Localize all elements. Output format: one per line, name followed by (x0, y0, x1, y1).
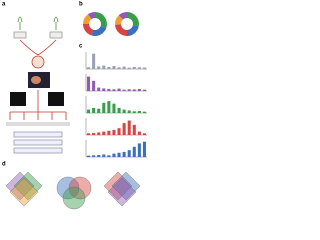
bar (132, 124, 136, 135)
bar (87, 155, 91, 157)
plant (17, 16, 23, 30)
bar (117, 67, 121, 69)
sample-box (13, 31, 27, 39)
bar (137, 88, 141, 91)
donut-segment (95, 12, 108, 28)
donut-segment (91, 25, 107, 36)
bar (107, 101, 111, 113)
bar (137, 143, 141, 157)
bar (87, 67, 91, 69)
donut-segment (127, 25, 139, 36)
panel-label: d (2, 162, 6, 168)
bar (102, 88, 106, 91)
bar (102, 131, 106, 135)
workflow-diagram (6, 16, 70, 154)
bar (122, 89, 126, 91)
arrow (9, 90, 67, 120)
bar (107, 130, 111, 135)
bar (122, 151, 126, 157)
panel-label: c (79, 44, 83, 50)
bar (112, 153, 116, 157)
venn-set (62, 186, 86, 210)
bar (127, 89, 131, 91)
bar (112, 129, 116, 135)
panel-label: b (79, 2, 83, 8)
bar (122, 123, 126, 135)
bar (107, 66, 111, 69)
bar (112, 65, 116, 69)
donut-segment (118, 12, 127, 20)
bar (87, 76, 91, 91)
bar (142, 133, 146, 135)
bar (127, 67, 131, 69)
bar (127, 110, 131, 113)
bar (87, 133, 91, 135)
bar (132, 66, 136, 69)
step-box (13, 131, 63, 138)
bar (117, 107, 121, 113)
bar (87, 109, 91, 113)
bar (97, 132, 101, 135)
bar (107, 155, 111, 157)
bar (137, 67, 141, 69)
step-box (13, 139, 63, 146)
bar (132, 89, 136, 91)
venn-set (13, 171, 43, 201)
donut-segment (127, 12, 139, 27)
bar (97, 108, 101, 113)
bar (92, 132, 96, 135)
bar (92, 107, 96, 113)
figure: a b c d (2, 2, 147, 210)
bar (102, 65, 106, 69)
cell-node (31, 55, 45, 69)
bar (97, 154, 101, 157)
step-box (13, 147, 63, 154)
venn-diagrams (5, 171, 141, 210)
bar (142, 141, 146, 157)
bar (142, 67, 146, 69)
bar (127, 120, 131, 135)
bar (107, 88, 111, 91)
venn-set (9, 177, 39, 207)
sample-box (49, 31, 63, 39)
donut-segment (115, 24, 127, 36)
venn-set (103, 171, 133, 201)
plant (53, 16, 59, 30)
venn-set (111, 171, 141, 201)
donut-segment (115, 15, 123, 25)
bar (142, 89, 146, 91)
bar (102, 154, 106, 157)
bar (92, 53, 96, 69)
donut-segment (83, 24, 94, 36)
donut-segment (87, 12, 95, 20)
bar (122, 109, 126, 113)
bar (117, 128, 121, 135)
bar (92, 155, 96, 157)
bar (102, 102, 106, 113)
bar (132, 111, 136, 113)
bar (112, 103, 116, 113)
facs-plot (48, 92, 64, 106)
bar (92, 80, 96, 91)
bar (142, 111, 146, 113)
bar (122, 66, 126, 69)
bar (117, 152, 121, 157)
tube-row (6, 122, 70, 126)
venn-set (107, 177, 137, 207)
facs-plot (10, 92, 26, 106)
bar (117, 88, 121, 91)
bar (97, 66, 101, 69)
bar (137, 110, 141, 113)
bar (132, 146, 136, 157)
bar (112, 89, 116, 91)
bar (137, 131, 141, 135)
cell-cluster (31, 76, 41, 84)
bar (127, 150, 131, 157)
venn-set (5, 171, 35, 201)
donut-segment (83, 14, 92, 24)
bar (97, 87, 101, 91)
arrow (19, 39, 57, 56)
panel-label: a (2, 2, 6, 8)
